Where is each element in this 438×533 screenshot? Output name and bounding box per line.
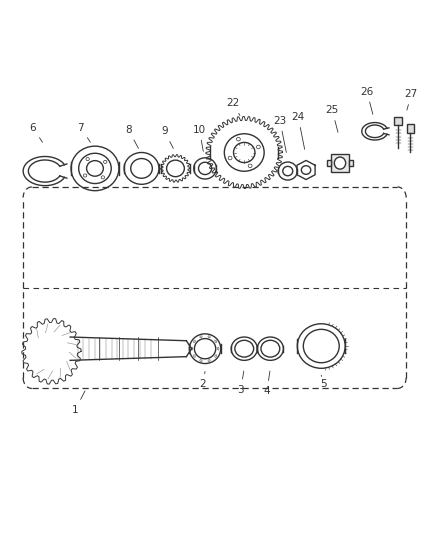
Ellipse shape — [191, 347, 193, 350]
Text: 8: 8 — [125, 125, 138, 149]
Bar — [349, 160, 353, 166]
Ellipse shape — [200, 336, 202, 338]
Text: 7: 7 — [77, 123, 90, 142]
Text: 2: 2 — [199, 372, 206, 389]
Bar — [328, 160, 331, 166]
Text: 25: 25 — [325, 105, 339, 132]
Text: 22: 22 — [226, 98, 240, 115]
Ellipse shape — [257, 145, 260, 149]
Ellipse shape — [84, 174, 87, 177]
Text: 23: 23 — [273, 116, 286, 152]
Ellipse shape — [194, 340, 195, 343]
Ellipse shape — [228, 156, 232, 160]
Text: 3: 3 — [237, 371, 244, 394]
Ellipse shape — [215, 354, 217, 357]
Text: 1: 1 — [72, 391, 85, 415]
Text: 26: 26 — [360, 86, 374, 114]
Text: 10: 10 — [193, 125, 206, 151]
Ellipse shape — [248, 164, 252, 168]
Ellipse shape — [208, 360, 210, 361]
Ellipse shape — [215, 340, 217, 343]
Text: 9: 9 — [161, 126, 173, 148]
Bar — [406, 124, 414, 133]
Text: 6: 6 — [29, 123, 42, 142]
Text: 5: 5 — [320, 375, 327, 389]
Ellipse shape — [86, 157, 89, 160]
Bar — [331, 154, 349, 172]
Ellipse shape — [103, 160, 107, 164]
Ellipse shape — [200, 360, 202, 361]
Ellipse shape — [101, 176, 105, 179]
Ellipse shape — [194, 354, 195, 357]
Text: 27: 27 — [405, 89, 418, 110]
Ellipse shape — [208, 336, 210, 338]
Text: 4: 4 — [264, 371, 270, 396]
Bar — [394, 117, 402, 125]
Ellipse shape — [237, 138, 240, 141]
Ellipse shape — [217, 347, 219, 350]
Ellipse shape — [334, 157, 346, 169]
Text: 24: 24 — [292, 112, 305, 149]
